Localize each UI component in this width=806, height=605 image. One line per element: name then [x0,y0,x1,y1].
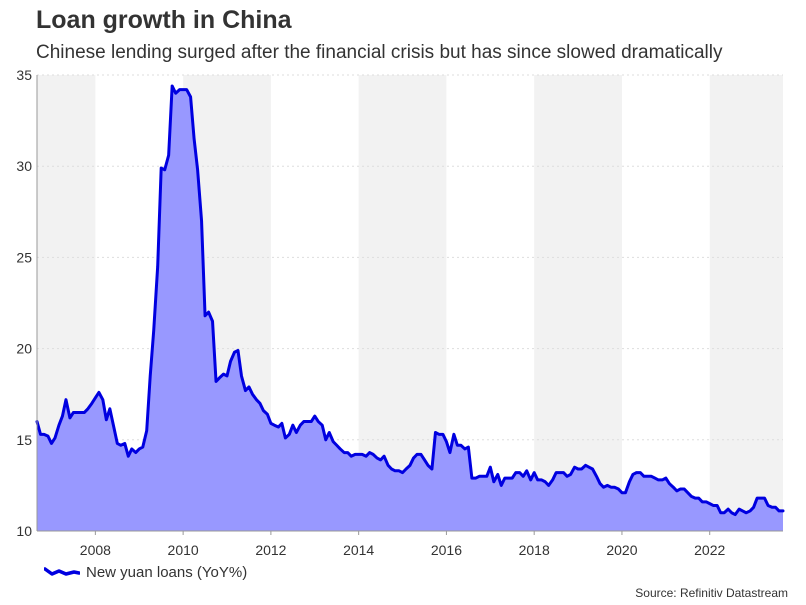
y-tick-label-10: 10 [16,523,32,539]
x-tick-label-2012: 2012 [255,542,286,558]
year-band-4 [709,75,783,531]
x-tick-label-2020: 2020 [606,542,637,558]
legend: New yuan loans (YoY%) [44,564,247,581]
y-tick-label-15: 15 [16,432,32,448]
x-axis-ticks: 2008 2010 2012 2014 2016 2018 2020 2022 [80,531,725,558]
y-tick-label-35: 35 [16,67,32,83]
chart-plot: 10 15 20 25 30 35 2008 2010 2012 2014 2016 2018 202… [16,67,785,558]
y-tick-label-25: 25 [16,249,32,265]
x-tick-label-2010: 2010 [168,542,199,558]
x-tick-label-2016: 2016 [431,542,462,558]
x-tick-label-2018: 2018 [519,542,550,558]
series-line [35,84,785,517]
x-tick-label-2014: 2014 [343,542,374,558]
y-tick-label-30: 30 [16,158,32,174]
legend-label: New yuan loans (YoY%) [86,564,248,581]
x-tick-label-2008: 2008 [80,542,111,558]
chart-subtitle: Chinese lending surged after the financi… [36,42,723,63]
series-layer [35,84,785,531]
year-band-3 [534,75,622,531]
source-note: Source: Refinitiv Datastream [635,586,788,600]
y-axis-ticks: 10 15 20 25 30 35 [16,67,32,539]
gridlines [37,74,783,441]
axes [36,75,783,532]
chart-title: Loan growth in China [36,6,292,34]
legend-swatch-icon [44,566,80,576]
y-tick-label-20: 20 [16,341,32,357]
series-area [37,85,783,531]
x-tick-label-2022: 2022 [694,542,725,558]
